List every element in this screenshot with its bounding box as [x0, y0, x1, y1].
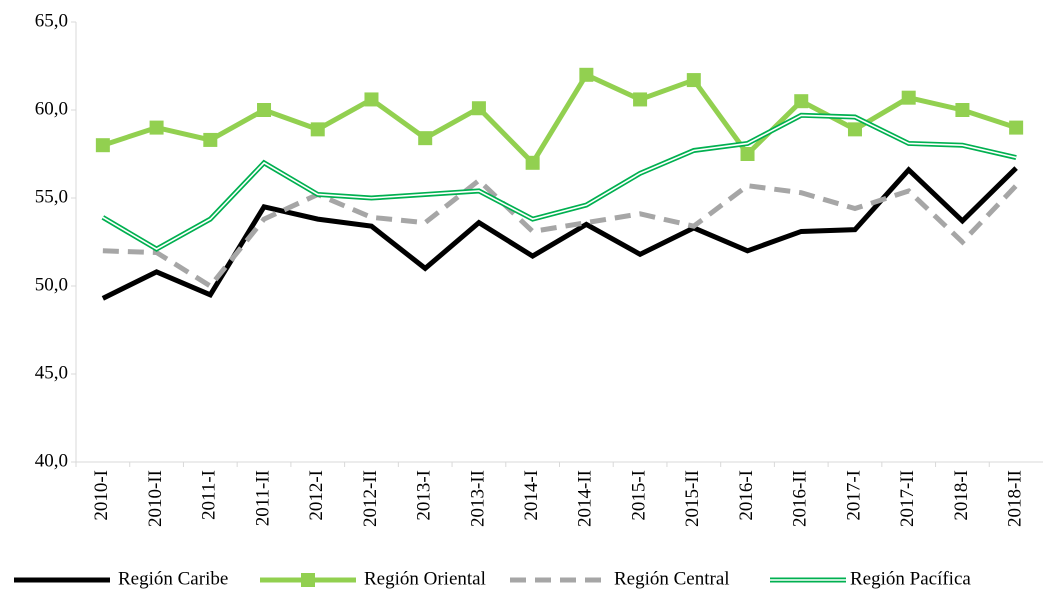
- x-tick-label: 2014-II: [575, 470, 596, 527]
- marker: [310, 122, 325, 137]
- marker: [633, 92, 648, 107]
- marker: [471, 101, 486, 116]
- y-tick-label: 50,0: [35, 274, 68, 295]
- x-tick-label: 2010-I: [91, 470, 112, 521]
- legend-marker: [301, 573, 315, 587]
- marker: [901, 90, 916, 105]
- x-tick-label: 2011-II: [252, 470, 273, 526]
- marker: [794, 94, 809, 109]
- marker: [203, 132, 218, 147]
- x-tick-label: 2013-I: [414, 470, 435, 521]
- y-tick-label: 60,0: [35, 98, 68, 119]
- marker: [257, 103, 272, 117]
- marker: [418, 131, 433, 146]
- marker: [955, 103, 970, 117]
- legend-label: Región Oriental: [364, 568, 486, 589]
- series-line: [101, 166, 1018, 301]
- x-tick-label: 2013-II: [467, 470, 488, 527]
- marker: [1009, 120, 1024, 135]
- x-tick-label: 2017-II: [897, 470, 918, 527]
- x-tick-label: 2015-I: [628, 470, 649, 521]
- marker: [686, 73, 701, 88]
- series-line: [102, 177, 1018, 290]
- legend-label: Región Caribe: [118, 568, 228, 589]
- x-tick-label: 2012-I: [306, 470, 327, 521]
- marker: [149, 120, 164, 135]
- series-line: [101, 112, 1017, 252]
- marker: [579, 67, 594, 82]
- x-tick-label: 2015-II: [682, 470, 703, 527]
- x-tick-label: 2017-I: [843, 470, 864, 521]
- x-tick-label: 2016-I: [736, 470, 757, 521]
- x-tick-label: 2018-I: [951, 470, 972, 521]
- y-tick-label: 45,0: [35, 362, 68, 383]
- legend-label: Región Pacífica: [850, 568, 971, 589]
- series-line: [102, 71, 1017, 167]
- x-tick-label: 2011-I: [199, 470, 220, 520]
- series-line-inner: [102, 114, 1017, 250]
- marker: [740, 147, 755, 161]
- y-tick-label: 55,0: [35, 186, 68, 207]
- y-tick-label: 65,0: [35, 10, 68, 31]
- marker: [95, 138, 110, 153]
- marker: [364, 92, 379, 107]
- x-tick-label: 2018-II: [1004, 470, 1025, 527]
- legend-label: Región Central: [614, 568, 730, 589]
- x-tick-label: 2016-II: [790, 470, 811, 527]
- y-tick-label: 40,0: [35, 450, 68, 471]
- x-tick-label: 2012-II: [360, 470, 381, 527]
- x-tick-label: 2014-I: [521, 470, 542, 521]
- marker: [847, 122, 862, 137]
- x-tick-label: 2010-II: [145, 470, 166, 527]
- marker: [525, 155, 540, 170]
